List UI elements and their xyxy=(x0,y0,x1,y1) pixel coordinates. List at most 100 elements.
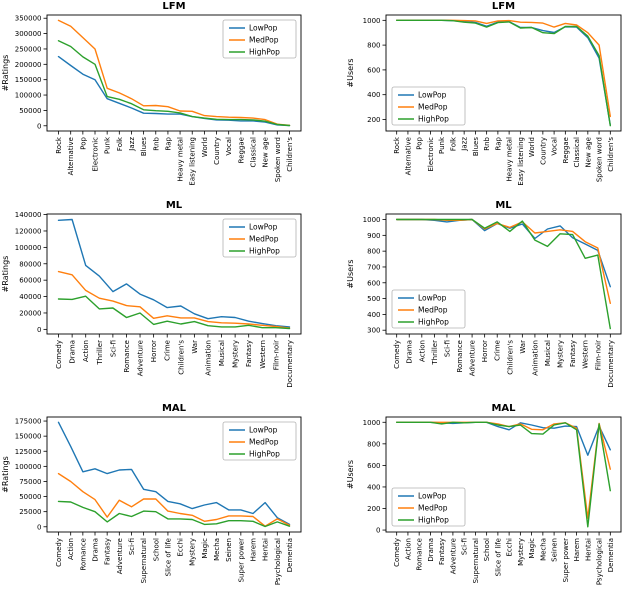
y-tick-label: 150000 xyxy=(15,433,42,441)
x-tick-label: Western xyxy=(582,340,590,369)
x-tick-label: Fantasy xyxy=(104,538,112,565)
chart-title: MAL xyxy=(162,403,187,414)
y-tick-label: 200 xyxy=(367,116,380,124)
legend: LowPop MedPop HighPop xyxy=(391,86,466,126)
y-tick-label: 175000 xyxy=(15,418,42,426)
chart-ml-users: ML #Users 300 400 500 600 700 800 900 1000 Comedy D… xyxy=(346,200,622,388)
x-tick-label: Romance xyxy=(123,340,131,373)
y-axis-ticks: 300 400 500 600 700 800 900 1000 xyxy=(363,216,386,335)
x-tick-label: Ecchi xyxy=(177,538,185,557)
legend: LowPop MedPop HighPop xyxy=(222,218,297,258)
y-tick-label: 500 xyxy=(367,295,380,303)
chart-lfm-users: LFM #Users 200 400 600 800 1000 Rock Alternative… xyxy=(346,1,622,186)
x-tick-label: Comedy xyxy=(393,340,401,369)
legend: LowPop MedPop HighPop xyxy=(222,421,297,461)
legend-box xyxy=(391,289,466,329)
y-tick-label: 20000 xyxy=(19,309,41,317)
x-tick-label: Musical xyxy=(544,340,552,366)
y-tick-label: 400 xyxy=(367,311,380,319)
legend-label-medpop: MedPop xyxy=(249,438,279,447)
y-tick-label: 50000 xyxy=(19,107,41,115)
legend: LowPop MedPop HighPop xyxy=(391,487,466,527)
chart-lfm-ratings: LFM #Ratings 0 50000 100000 150000 200000 25000… xyxy=(1,1,302,186)
y-tick-label: 50000 xyxy=(19,493,41,501)
x-tick-label: Pop xyxy=(79,136,87,149)
legend-box xyxy=(222,19,297,59)
y-tick-label: 200000 xyxy=(15,61,42,69)
x-tick-label: Psychological xyxy=(274,538,282,585)
x-tick-label: Slice of life xyxy=(494,538,502,576)
plot-border xyxy=(46,213,302,335)
x-tick-label: Rap xyxy=(494,136,502,150)
subplot-lfm-ratings: LFM #Ratings 0 50000 100000 150000 200000 25000… xyxy=(0,0,320,195)
y-tick-label: 800 xyxy=(367,42,380,50)
y-tick-label: 150000 xyxy=(15,76,42,84)
x-axis-ticks: Rock Alternative Pop Electronic Punk Folk Jazz… xyxy=(55,131,294,186)
x-tick-label: Ecchi xyxy=(506,538,514,557)
plot-border xyxy=(385,416,622,533)
legend-box xyxy=(222,421,297,461)
legend-label-medpop: MedPop xyxy=(249,235,279,244)
x-tick-label: Film-noir xyxy=(594,340,602,370)
x-tick-label: Mecha xyxy=(539,538,547,561)
x-tick-label: Horror xyxy=(481,340,489,362)
x-tick-label: Romance xyxy=(456,340,464,373)
x-tick-label: Animation xyxy=(204,340,212,376)
x-tick-label: Spoken word xyxy=(596,137,604,182)
x-tick-label: Jazz xyxy=(128,137,136,152)
x-tick-label: Mystery xyxy=(189,538,197,566)
legend-label-medpop: MedPop xyxy=(418,306,448,315)
x-tick-label: Alternative xyxy=(67,137,75,175)
subplot-mal-users: MAL #Users 0 200 400 600 800 1000 Comedy Action Ro… xyxy=(320,390,640,590)
x-tick-label: Children's xyxy=(286,137,294,172)
x-tick-label: Fantasy xyxy=(245,340,253,367)
x-tick-label: War xyxy=(191,340,199,354)
y-axis-ticks: 200 400 600 800 1000 xyxy=(363,17,386,124)
chart-ml-ratings: ML #Ratings 0 20000 40000 60000 80000 100000 120… xyxy=(1,200,302,388)
legend-label-highpop: HighPop xyxy=(249,450,280,459)
y-tick-label: 600 xyxy=(367,462,380,470)
legend-label-medpop: MedPop xyxy=(249,36,279,45)
y-tick-label: 300 xyxy=(367,327,380,335)
x-tick-label: Reggae xyxy=(562,137,570,163)
x-tick-label: Electronic xyxy=(92,137,100,172)
x-tick-label: Comedy xyxy=(393,538,401,567)
x-tick-label: Drama xyxy=(69,340,77,364)
x-tick-label: Mecha xyxy=(213,538,221,561)
x-tick-label: New age xyxy=(262,137,270,168)
x-tick-label: Vocal xyxy=(551,137,559,156)
x-tick-label: Harem xyxy=(573,538,581,562)
x-tick-label: Dementia xyxy=(607,538,615,572)
x-tick-label: Drama xyxy=(406,340,414,364)
y-tick-label: 60000 xyxy=(19,277,41,285)
y-tick-label: 100000 xyxy=(15,92,42,100)
y-axis-ticks: 0 20000 40000 60000 80000 100000 120000 140000 xyxy=(15,211,47,334)
x-tick-label: Rock xyxy=(55,136,63,154)
x-axis-ticks: Comedy Action Romance Drama Fantasy Adventure… xyxy=(55,532,294,585)
y-axis-label: #Ratings xyxy=(1,256,10,293)
series-line-lowpop xyxy=(57,218,291,328)
y-tick-label: 0 xyxy=(376,527,380,535)
chart-mal-users: MAL #Users 0 200 400 600 800 1000 Comedy Action Ro… xyxy=(346,403,622,585)
x-tick-label: Children's xyxy=(177,340,185,375)
legend: LowPop MedPop HighPop xyxy=(391,289,466,329)
legend-box xyxy=(391,86,466,126)
x-tick-label: Dementia xyxy=(286,538,294,572)
x-tick-label: Western xyxy=(259,340,267,369)
x-tick-label: Action xyxy=(404,538,412,560)
legend-label-medpop: MedPop xyxy=(418,103,448,112)
x-tick-label: Fantasy xyxy=(438,538,446,565)
x-tick-label: School xyxy=(483,538,491,561)
x-tick-label: Action xyxy=(418,340,426,362)
y-tick-label: 1000 xyxy=(363,216,381,224)
plot-border xyxy=(46,14,302,132)
legend-label-lowpop: LowPop xyxy=(418,492,447,501)
y-tick-label: 0 xyxy=(37,326,41,334)
chart-title: ML xyxy=(166,200,183,211)
x-tick-label: Hentai xyxy=(262,538,270,561)
x-axis-ticks: Comedy Drama Action Thriller Sci-fi Romance Ad… xyxy=(55,334,294,388)
x-tick-label: Documentary xyxy=(607,340,615,388)
y-tick-label: 25000 xyxy=(19,508,41,516)
x-tick-label: Sci-fi xyxy=(109,340,117,357)
